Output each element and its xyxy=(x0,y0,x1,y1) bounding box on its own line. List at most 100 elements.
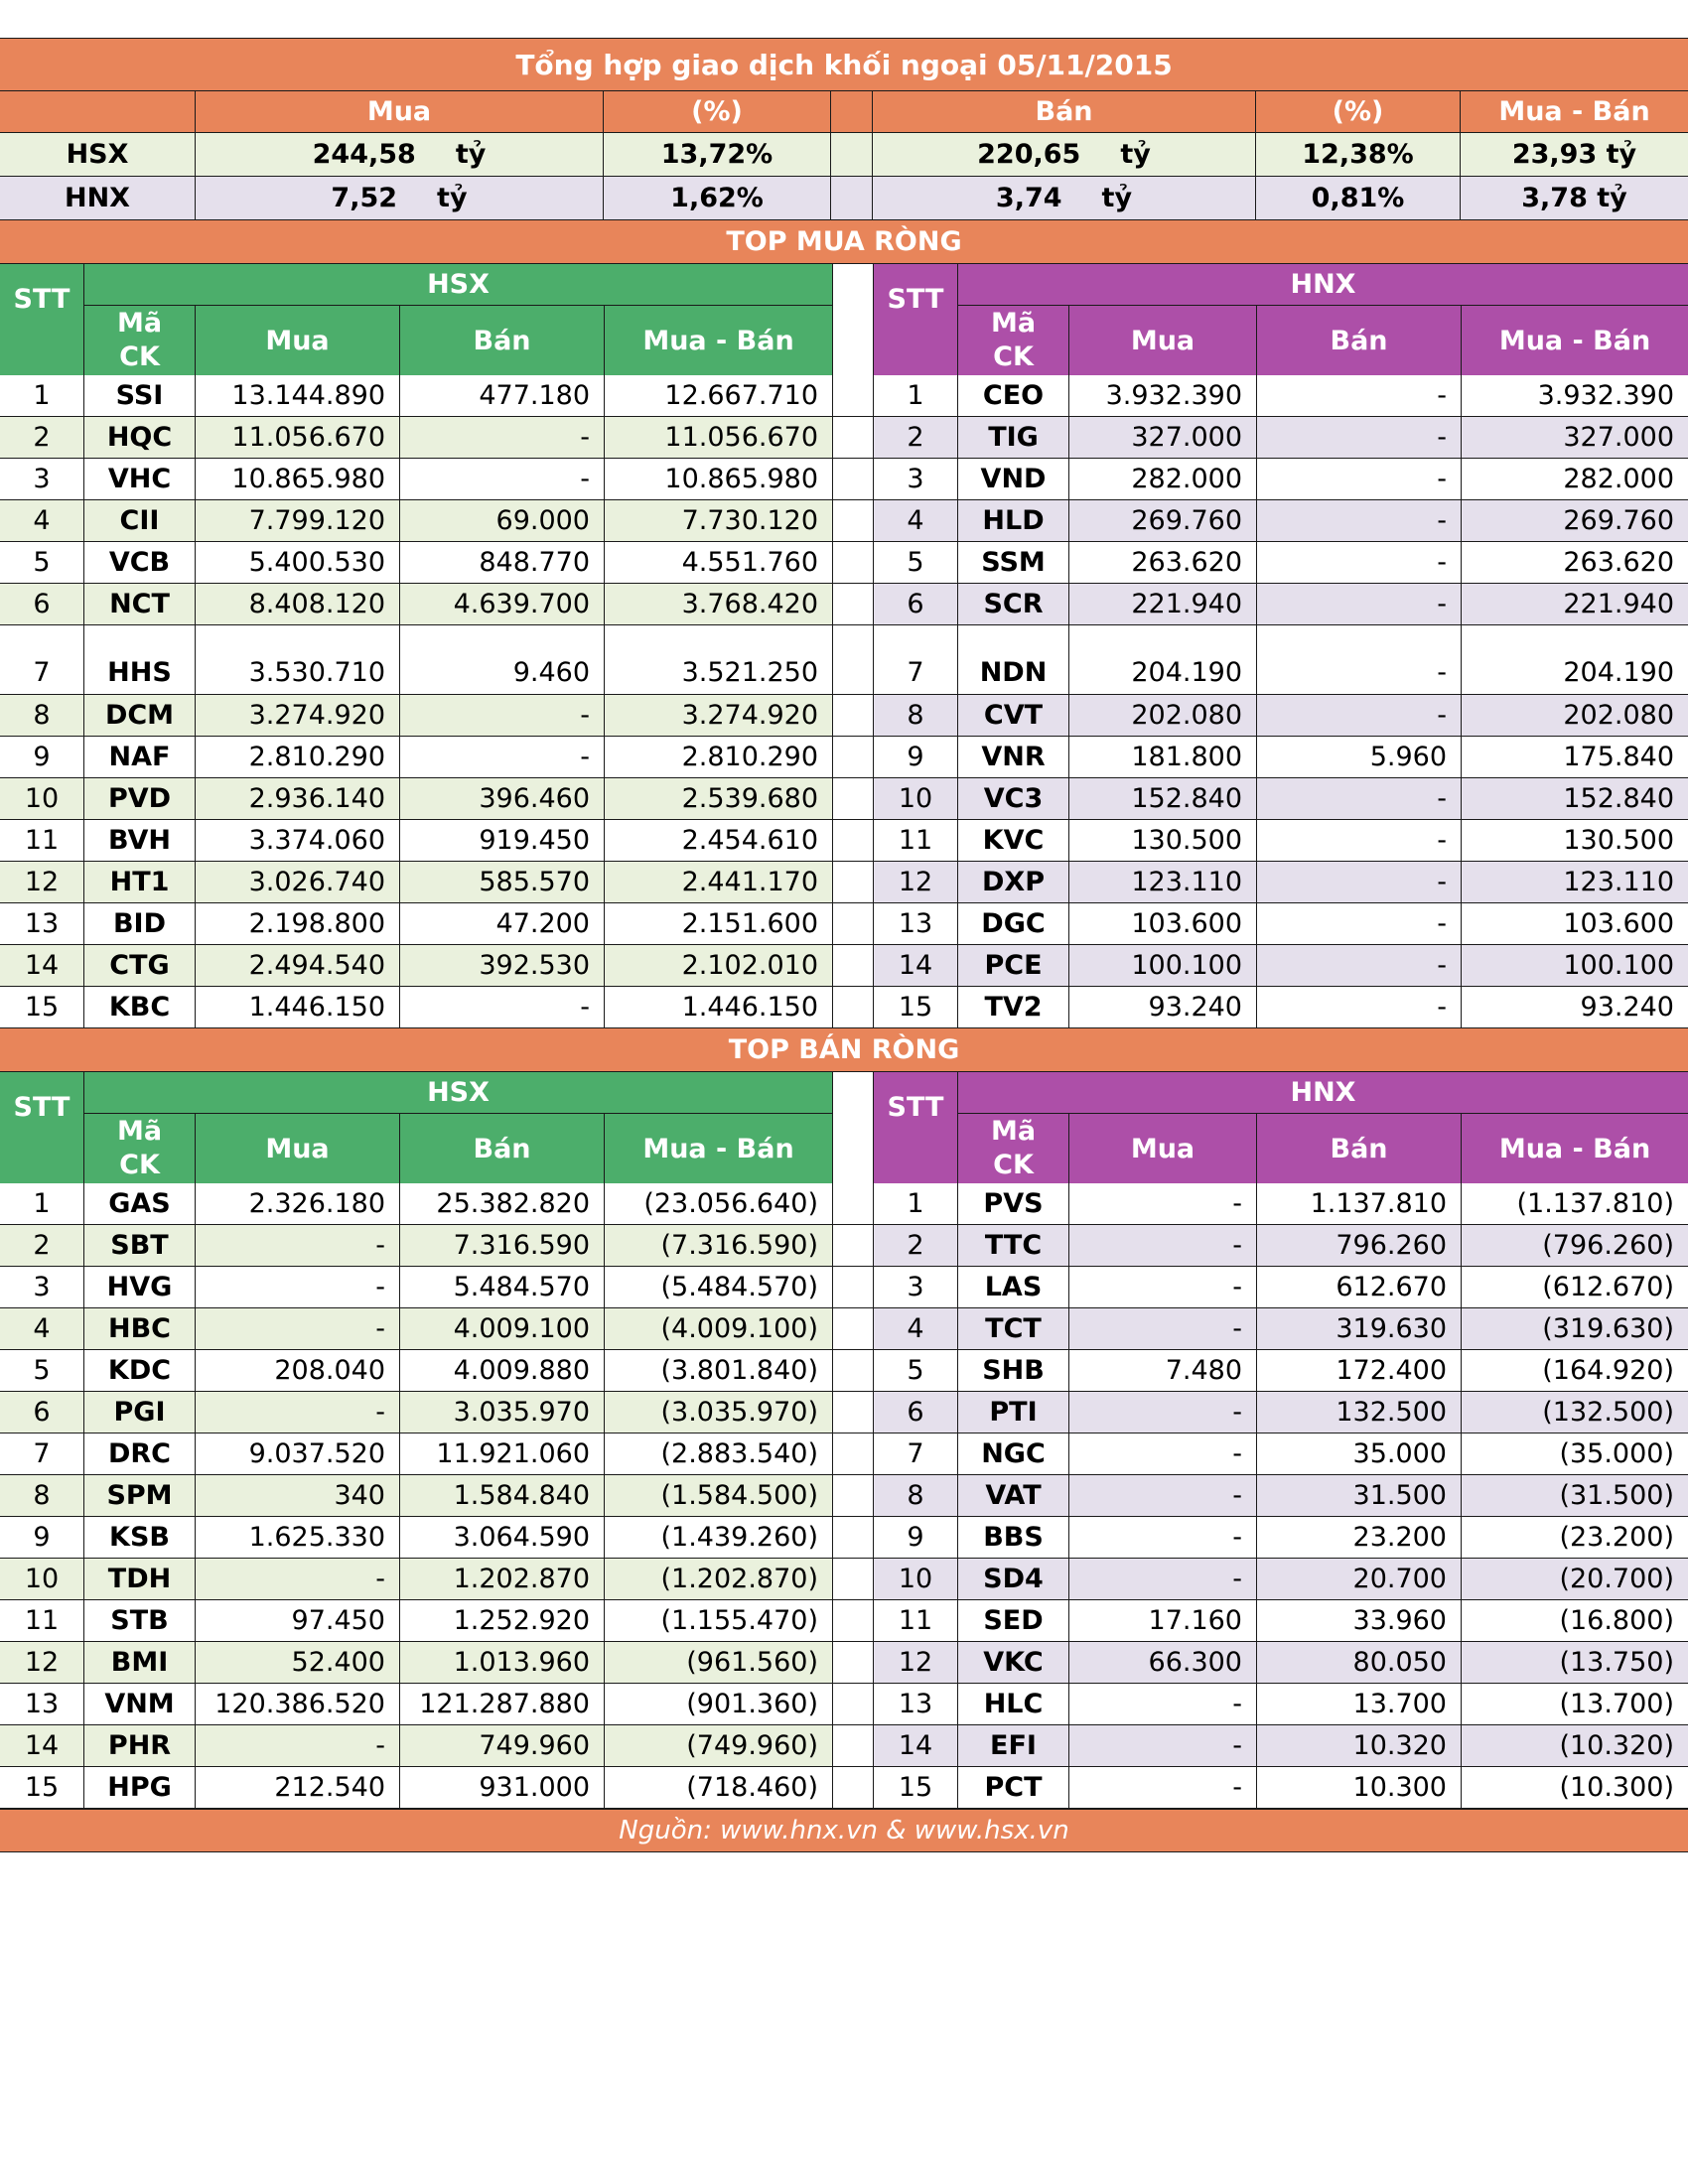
net-value: (4.009.100) xyxy=(605,1308,832,1349)
summary-header-mua: Mua xyxy=(196,91,604,132)
stock-code: VCB xyxy=(84,542,196,583)
sell-value: 80.050 xyxy=(1257,1642,1462,1683)
stock-code: SPM xyxy=(84,1475,196,1516)
stock-code: LAS xyxy=(958,1267,1069,1307)
stock-code: PGI xyxy=(84,1392,196,1433)
buy-value: 212.540 xyxy=(196,1767,400,1808)
column-header-net: Mua - Bán xyxy=(1498,1133,1651,1164)
net-value: 221.940 xyxy=(1462,584,1688,624)
table-row: 3 HVG -5.484.570 (5.484.570) 3 LAS -612.670 (61… xyxy=(0,1267,1688,1308)
sell-value: 1.252.920 xyxy=(400,1600,605,1641)
sell-value: 132.500 xyxy=(1257,1392,1462,1433)
buy-value: 123.110 xyxy=(1069,862,1257,902)
column-header-stt: STT xyxy=(0,264,84,375)
sell-value: 4.009.880 xyxy=(400,1350,605,1391)
table-row: 8 DCM 3.274.920-3.274.920 8 CVT 202.080-202.0… xyxy=(0,695,1688,737)
net-value: 7.730.120 xyxy=(605,500,832,541)
row-stt: 7 xyxy=(874,1433,958,1474)
row-stt: 5 xyxy=(0,1350,84,1391)
stock-code: NGC xyxy=(958,1433,1069,1474)
sell-value: 477.180 xyxy=(400,375,605,416)
net-value: (10.300) xyxy=(1462,1767,1688,1808)
stock-code: HLD xyxy=(958,500,1069,541)
buy-value: 1.625.330 xyxy=(196,1517,400,1558)
table-row: 10 PVD 2.936.140 396.460 2.539.680 10 VC3 152.8… xyxy=(0,778,1688,820)
row-stt: 12 xyxy=(0,1642,84,1683)
sell-value: 585.570 xyxy=(400,862,605,902)
row-stt: 6 xyxy=(0,584,84,624)
net-value: 3.768.420 xyxy=(605,584,832,624)
row-stt: 9 xyxy=(874,737,958,777)
row-stt: 6 xyxy=(874,1392,958,1433)
net-value: 2.810.290 xyxy=(605,737,832,777)
table-row: 8 SPM 340 1.584.840 (1.584.500) 8 VAT -31.500 (3… xyxy=(0,1475,1688,1517)
sell-value: 33.960 xyxy=(1257,1600,1462,1641)
buy-value: 181.800 xyxy=(1069,737,1257,777)
row-stt: 2 xyxy=(0,1225,84,1266)
sell-value: 796.260 xyxy=(1257,1225,1462,1266)
table-header: STT HSX Mã CK Mua Bán Mua - Bán STT HNX Mã CK Mua Bá… xyxy=(0,1072,1688,1183)
row-stt: 14 xyxy=(874,945,958,986)
sell-value: 392.530 xyxy=(400,945,605,986)
table-row: 15 KBC 1.446.150-1.446.150 15 TV2 93.240-93.2… xyxy=(0,987,1688,1028)
stock-code: PTI xyxy=(958,1392,1069,1433)
net-value: (961.560) xyxy=(605,1642,832,1683)
net-value: 2.454.610 xyxy=(605,820,832,861)
summary-header-pct-mua: (%) xyxy=(604,91,831,132)
buy-value: 103.600 xyxy=(1069,903,1257,944)
column-header-stt: STT xyxy=(874,264,958,375)
row-stt: 15 xyxy=(0,987,84,1027)
net-value: (16.800) xyxy=(1462,1600,1688,1641)
row-stt: 3 xyxy=(0,1267,84,1307)
sell-value: 10.300 xyxy=(1257,1767,1462,1808)
stock-code: SCR xyxy=(958,584,1069,624)
net-value: 3.521.250 xyxy=(605,625,832,694)
buy-value: 8.408.120 xyxy=(196,584,400,624)
buy-value: 208.040 xyxy=(196,1350,400,1391)
buy-value: - xyxy=(1069,1517,1257,1558)
stock-code: DRC xyxy=(84,1433,196,1474)
net-value: 4.551.760 xyxy=(605,542,832,583)
row-stt: 1 xyxy=(874,375,958,416)
sell-value: 931.000 xyxy=(400,1767,605,1808)
net-value: (319.630) xyxy=(1462,1308,1688,1349)
buy-value: - xyxy=(1069,1559,1257,1599)
summary-sell-value: 3,74 tỷ xyxy=(873,177,1256,219)
buy-value: 9.037.520 xyxy=(196,1433,400,1474)
sell-value: 1.137.810 xyxy=(1257,1183,1462,1224)
row-stt: 11 xyxy=(874,1600,958,1641)
stock-code: SED xyxy=(958,1600,1069,1641)
sell-value: 3.064.590 xyxy=(400,1517,605,1558)
column-header-code: Mã CK xyxy=(84,306,196,375)
net-value: (132.500) xyxy=(1462,1392,1688,1433)
sell-value: 612.670 xyxy=(1257,1267,1462,1307)
summary-header-ban: Bán xyxy=(873,91,1256,132)
sell-value: 1.013.960 xyxy=(400,1642,605,1683)
stock-code: VKC xyxy=(958,1642,1069,1683)
net-value: (1.155.470) xyxy=(605,1600,832,1641)
net-value: (1.584.500) xyxy=(605,1475,832,1516)
stock-code: CII xyxy=(84,500,196,541)
sell-value: - xyxy=(1257,778,1462,819)
net-value: (13.750) xyxy=(1462,1642,1688,1683)
sell-value: 10.320 xyxy=(1257,1725,1462,1766)
table-row: 7 DRC 9.037.520 11.921.060 (2.883.540) 7 NGC -3… xyxy=(0,1433,1688,1475)
net-value: (10.320) xyxy=(1462,1725,1688,1766)
sell-value: 4.009.100 xyxy=(400,1308,605,1349)
stock-code: BBS xyxy=(958,1517,1069,1558)
stock-code: SD4 xyxy=(958,1559,1069,1599)
buy-value: 7.480 xyxy=(1069,1350,1257,1391)
stock-code: TTC xyxy=(958,1225,1069,1266)
row-stt: 6 xyxy=(874,584,958,624)
stock-code: PVD xyxy=(84,778,196,819)
table-row: 9 KSB 1.625.330 3.064.590 (1.439.260) 9 BBS -23… xyxy=(0,1517,1688,1559)
title-bar: Tổng hợp giao dịch khối ngoại 05/11/2015 xyxy=(0,38,1688,91)
net-value: (901.360) xyxy=(605,1684,832,1724)
stock-code: KDC xyxy=(84,1350,196,1391)
buy-value: 120.386.520 xyxy=(196,1684,400,1724)
row-stt: 6 xyxy=(0,1392,84,1433)
buy-value: 263.620 xyxy=(1069,542,1257,583)
column-header-stt: STT xyxy=(874,1072,958,1183)
stock-code: BMI xyxy=(84,1642,196,1683)
sell-value: 13.700 xyxy=(1257,1684,1462,1724)
